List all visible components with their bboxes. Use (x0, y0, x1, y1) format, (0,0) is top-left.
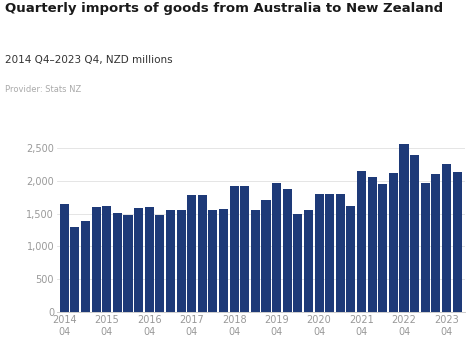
Bar (368, 176, 377, 312)
Bar (198, 195, 207, 312)
Bar (229, 186, 239, 312)
Bar (60, 204, 69, 312)
Bar (262, 200, 271, 312)
Bar (251, 210, 260, 312)
Bar (166, 209, 175, 312)
Bar (453, 172, 462, 312)
Bar (336, 195, 345, 312)
Bar (442, 164, 451, 312)
Bar (145, 207, 154, 312)
Bar (378, 184, 387, 312)
Bar (102, 206, 111, 312)
Bar (272, 182, 281, 312)
Bar (81, 222, 90, 312)
Bar (124, 215, 133, 312)
Text: Quarterly imports of goods from Australia to New Zealand: Quarterly imports of goods from Australi… (5, 2, 443, 15)
Bar (177, 209, 186, 312)
Bar (209, 209, 218, 312)
Bar (134, 208, 143, 312)
Bar (410, 155, 419, 312)
Bar (421, 183, 430, 312)
Bar (325, 195, 334, 312)
Bar (400, 144, 409, 312)
Bar (71, 227, 80, 312)
Bar (187, 195, 196, 312)
Bar (155, 215, 164, 312)
Bar (293, 214, 302, 312)
Text: figure.nz: figure.nz (386, 11, 446, 24)
Bar (346, 206, 356, 312)
Bar (431, 174, 440, 312)
Text: 2014 Q4–2023 Q4, NZD millions: 2014 Q4–2023 Q4, NZD millions (5, 55, 173, 65)
Bar (357, 171, 366, 312)
Bar (389, 173, 398, 312)
Text: Provider: Stats NZ: Provider: Stats NZ (5, 85, 81, 94)
Bar (219, 209, 228, 312)
Bar (91, 207, 100, 312)
Bar (283, 189, 292, 312)
Bar (240, 186, 249, 312)
Bar (113, 213, 122, 312)
Bar (315, 194, 324, 312)
Bar (304, 210, 313, 312)
